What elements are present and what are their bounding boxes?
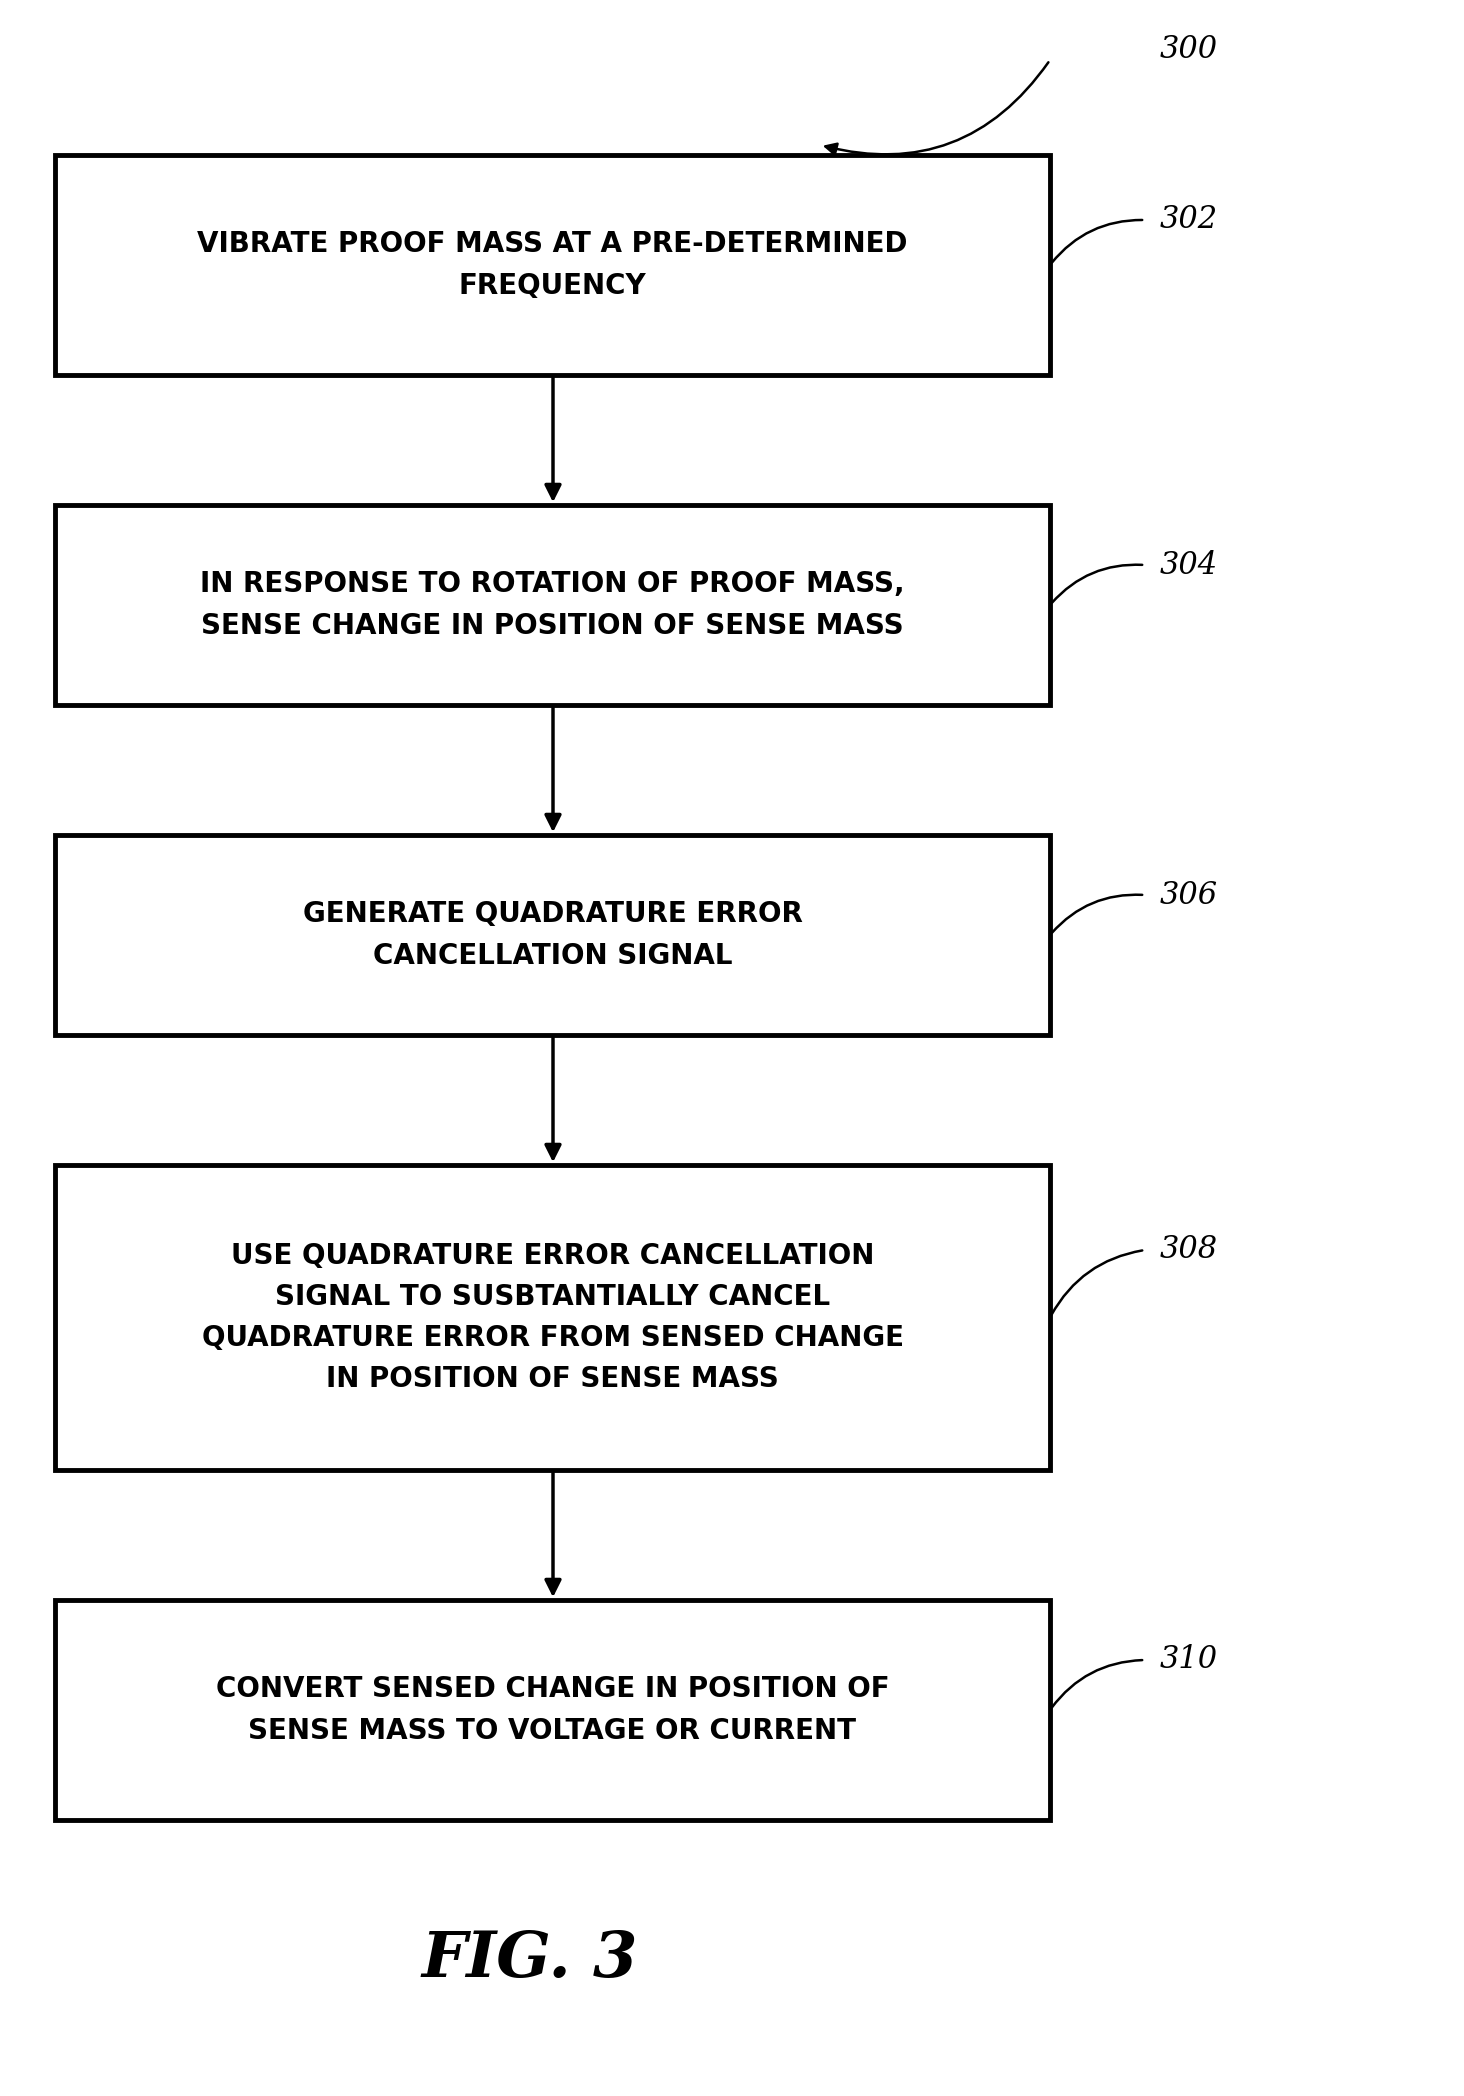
Text: GENERATE QUADRATURE ERROR
CANCELLATION SIGNAL: GENERATE QUADRATURE ERROR CANCELLATION S… — [303, 901, 802, 970]
Text: VIBRATE PROOF MASS AT A PRE-DETERMINED
FREQUENCY: VIBRATE PROOF MASS AT A PRE-DETERMINED F… — [198, 231, 908, 300]
Text: 300: 300 — [1159, 34, 1218, 65]
Bar — [56, 505, 1050, 704]
Text: 308: 308 — [1159, 1235, 1218, 1266]
Bar — [56, 155, 1050, 375]
Text: USE QUADRATURE ERROR CANCELLATION
SIGNAL TO SUSBTANTIALLY CANCEL
QUADRATURE ERRO: USE QUADRATURE ERROR CANCELLATION SIGNAL… — [202, 1241, 903, 1394]
Bar — [56, 1599, 1050, 1819]
Text: IN RESPONSE TO ROTATION OF PROOF MASS,
SENSE CHANGE IN POSITION OF SENSE MASS: IN RESPONSE TO ROTATION OF PROOF MASS, S… — [201, 570, 905, 639]
Bar — [56, 1165, 1050, 1469]
Text: FIG. 3: FIG. 3 — [422, 1928, 638, 1991]
Text: 310: 310 — [1159, 1645, 1218, 1675]
Text: CONVERT SENSED CHANGE IN POSITION OF
SENSE MASS TO VOLTAGE OR CURRENT: CONVERT SENSED CHANGE IN POSITION OF SEN… — [215, 1675, 889, 1744]
Text: 302: 302 — [1159, 205, 1218, 235]
Text: 304: 304 — [1159, 549, 1218, 581]
Text: 306: 306 — [1159, 880, 1218, 910]
Bar — [56, 834, 1050, 1035]
